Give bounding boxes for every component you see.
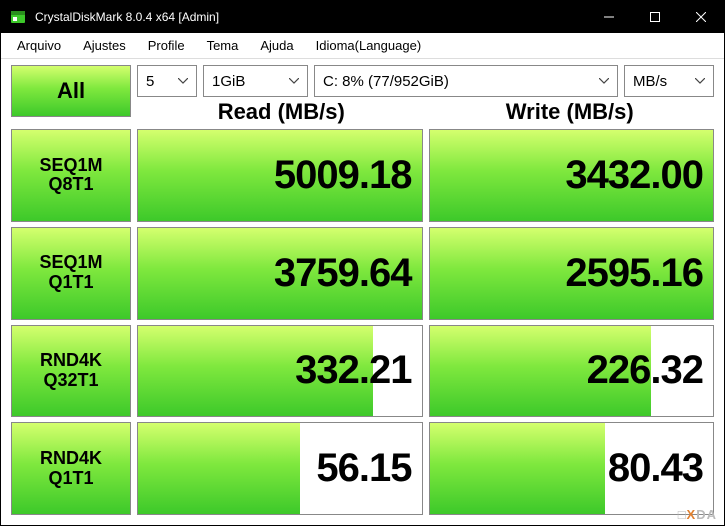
- chevron-down-icon: [599, 78, 609, 84]
- test-label-line1: SEQ1M: [39, 253, 102, 273]
- read-bar: [138, 423, 300, 514]
- menu-ajustes[interactable]: Ajustes: [73, 35, 136, 56]
- result-row: RND4KQ1T1 56.15 80.43: [11, 422, 714, 515]
- menu-profile[interactable]: Profile: [138, 35, 195, 56]
- top-selects: 5 1GiB C: 8% (77/952GiB) MB/s: [137, 65, 714, 97]
- test-label-line2: Q32T1: [43, 371, 98, 391]
- titlebar[interactable]: CrystalDiskMark 8.0.4 x64 [Admin]: [1, 1, 724, 33]
- read-cell: 332.21: [137, 325, 423, 418]
- write-header: Write (MB/s): [426, 99, 715, 125]
- result-row: SEQ1MQ8T1 5009.18 3432.00: [11, 129, 714, 222]
- write-value: 3432.00: [565, 153, 703, 198]
- maximize-button[interactable]: [632, 1, 678, 33]
- write-cell: 3432.00: [429, 129, 715, 222]
- write-value: 80.43: [608, 446, 703, 491]
- read-cell: 3759.64: [137, 227, 423, 320]
- test-button-rnd4k-q32t1[interactable]: RND4KQ32T1: [11, 325, 131, 418]
- test-label-line2: Q1T1: [48, 273, 93, 293]
- results-grid: SEQ1MQ8T15009.183432.00SEQ1MQ1T13759.642…: [11, 129, 714, 515]
- test-button-seq1m-q8t1[interactable]: SEQ1MQ8T1: [11, 129, 131, 222]
- menubar: Arquivo Ajustes Profile Tema Ajuda Idiom…: [1, 33, 724, 59]
- all-button[interactable]: All: [11, 65, 131, 117]
- write-cell: 226.32: [429, 325, 715, 418]
- test-label-line1: SEQ1M: [39, 156, 102, 176]
- read-cell: 56.15: [137, 422, 423, 515]
- unit-select[interactable]: MB/s: [624, 65, 714, 97]
- minimize-button[interactable]: [586, 1, 632, 33]
- test-label-line2: Q8T1: [48, 175, 93, 195]
- write-value: 226.32: [587, 348, 703, 393]
- app-icon: [9, 8, 27, 26]
- chevron-down-icon: [695, 78, 705, 84]
- test-label-line2: Q1T1: [48, 469, 93, 489]
- size-value: 1GiB: [212, 73, 245, 90]
- read-value: 5009.18: [274, 153, 412, 198]
- count-select[interactable]: 5: [137, 65, 197, 97]
- write-bar: [430, 423, 606, 514]
- chevron-down-icon: [178, 78, 188, 84]
- read-cell: 5009.18: [137, 129, 423, 222]
- read-header: Read (MB/s): [137, 99, 426, 125]
- all-button-label: All: [57, 78, 85, 104]
- watermark-text: □XDA: [678, 507, 717, 522]
- menu-tema[interactable]: Tema: [197, 35, 249, 56]
- count-value: 5: [146, 73, 154, 90]
- content-area: All 5 1GiB C: 8% (77/952GiB): [1, 59, 724, 525]
- chevron-down-icon: [289, 78, 299, 84]
- test-button-seq1m-q1t1[interactable]: SEQ1MQ1T1: [11, 227, 131, 320]
- drive-value: C: 8% (77/952GiB): [323, 73, 449, 90]
- menu-arquivo[interactable]: Arquivo: [7, 35, 71, 56]
- menu-ajuda[interactable]: Ajuda: [250, 35, 303, 56]
- write-cell: 2595.16: [429, 227, 715, 320]
- test-button-rnd4k-q1t1[interactable]: RND4KQ1T1: [11, 422, 131, 515]
- write-value: 2595.16: [565, 251, 703, 296]
- column-headers: Read (MB/s) Write (MB/s): [137, 99, 714, 125]
- menu-idioma[interactable]: Idioma(Language): [306, 35, 432, 56]
- read-value: 3759.64: [274, 251, 412, 296]
- watermark: □XDA: [678, 507, 717, 522]
- unit-value: MB/s: [633, 73, 667, 90]
- read-value: 56.15: [316, 446, 411, 491]
- result-row: SEQ1MQ1T1 3759.64 2595.16: [11, 227, 714, 320]
- drive-select[interactable]: C: 8% (77/952GiB): [314, 65, 618, 97]
- write-cell: 80.43: [429, 422, 715, 515]
- result-row: RND4KQ32T1 332.21 226.32: [11, 325, 714, 418]
- size-select[interactable]: 1GiB: [203, 65, 308, 97]
- test-label-line1: RND4K: [40, 449, 102, 469]
- window-title: CrystalDiskMark 8.0.4 x64 [Admin]: [35, 10, 586, 24]
- test-label-line1: RND4K: [40, 351, 102, 371]
- app-window: CrystalDiskMark 8.0.4 x64 [Admin] Arquiv…: [0, 0, 725, 526]
- close-button[interactable]: [678, 1, 724, 33]
- read-value: 332.21: [295, 348, 411, 393]
